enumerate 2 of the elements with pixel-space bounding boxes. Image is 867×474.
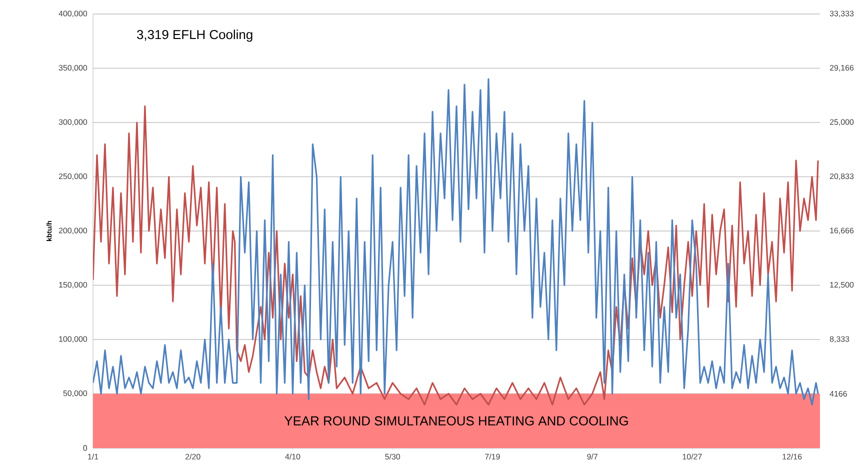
band-label: YEAR ROUND SIMULTANEOUS HEATING AND COOLING: [284, 416, 628, 426]
annotation: 3,319 EFLH Cooling: [137, 30, 252, 42]
